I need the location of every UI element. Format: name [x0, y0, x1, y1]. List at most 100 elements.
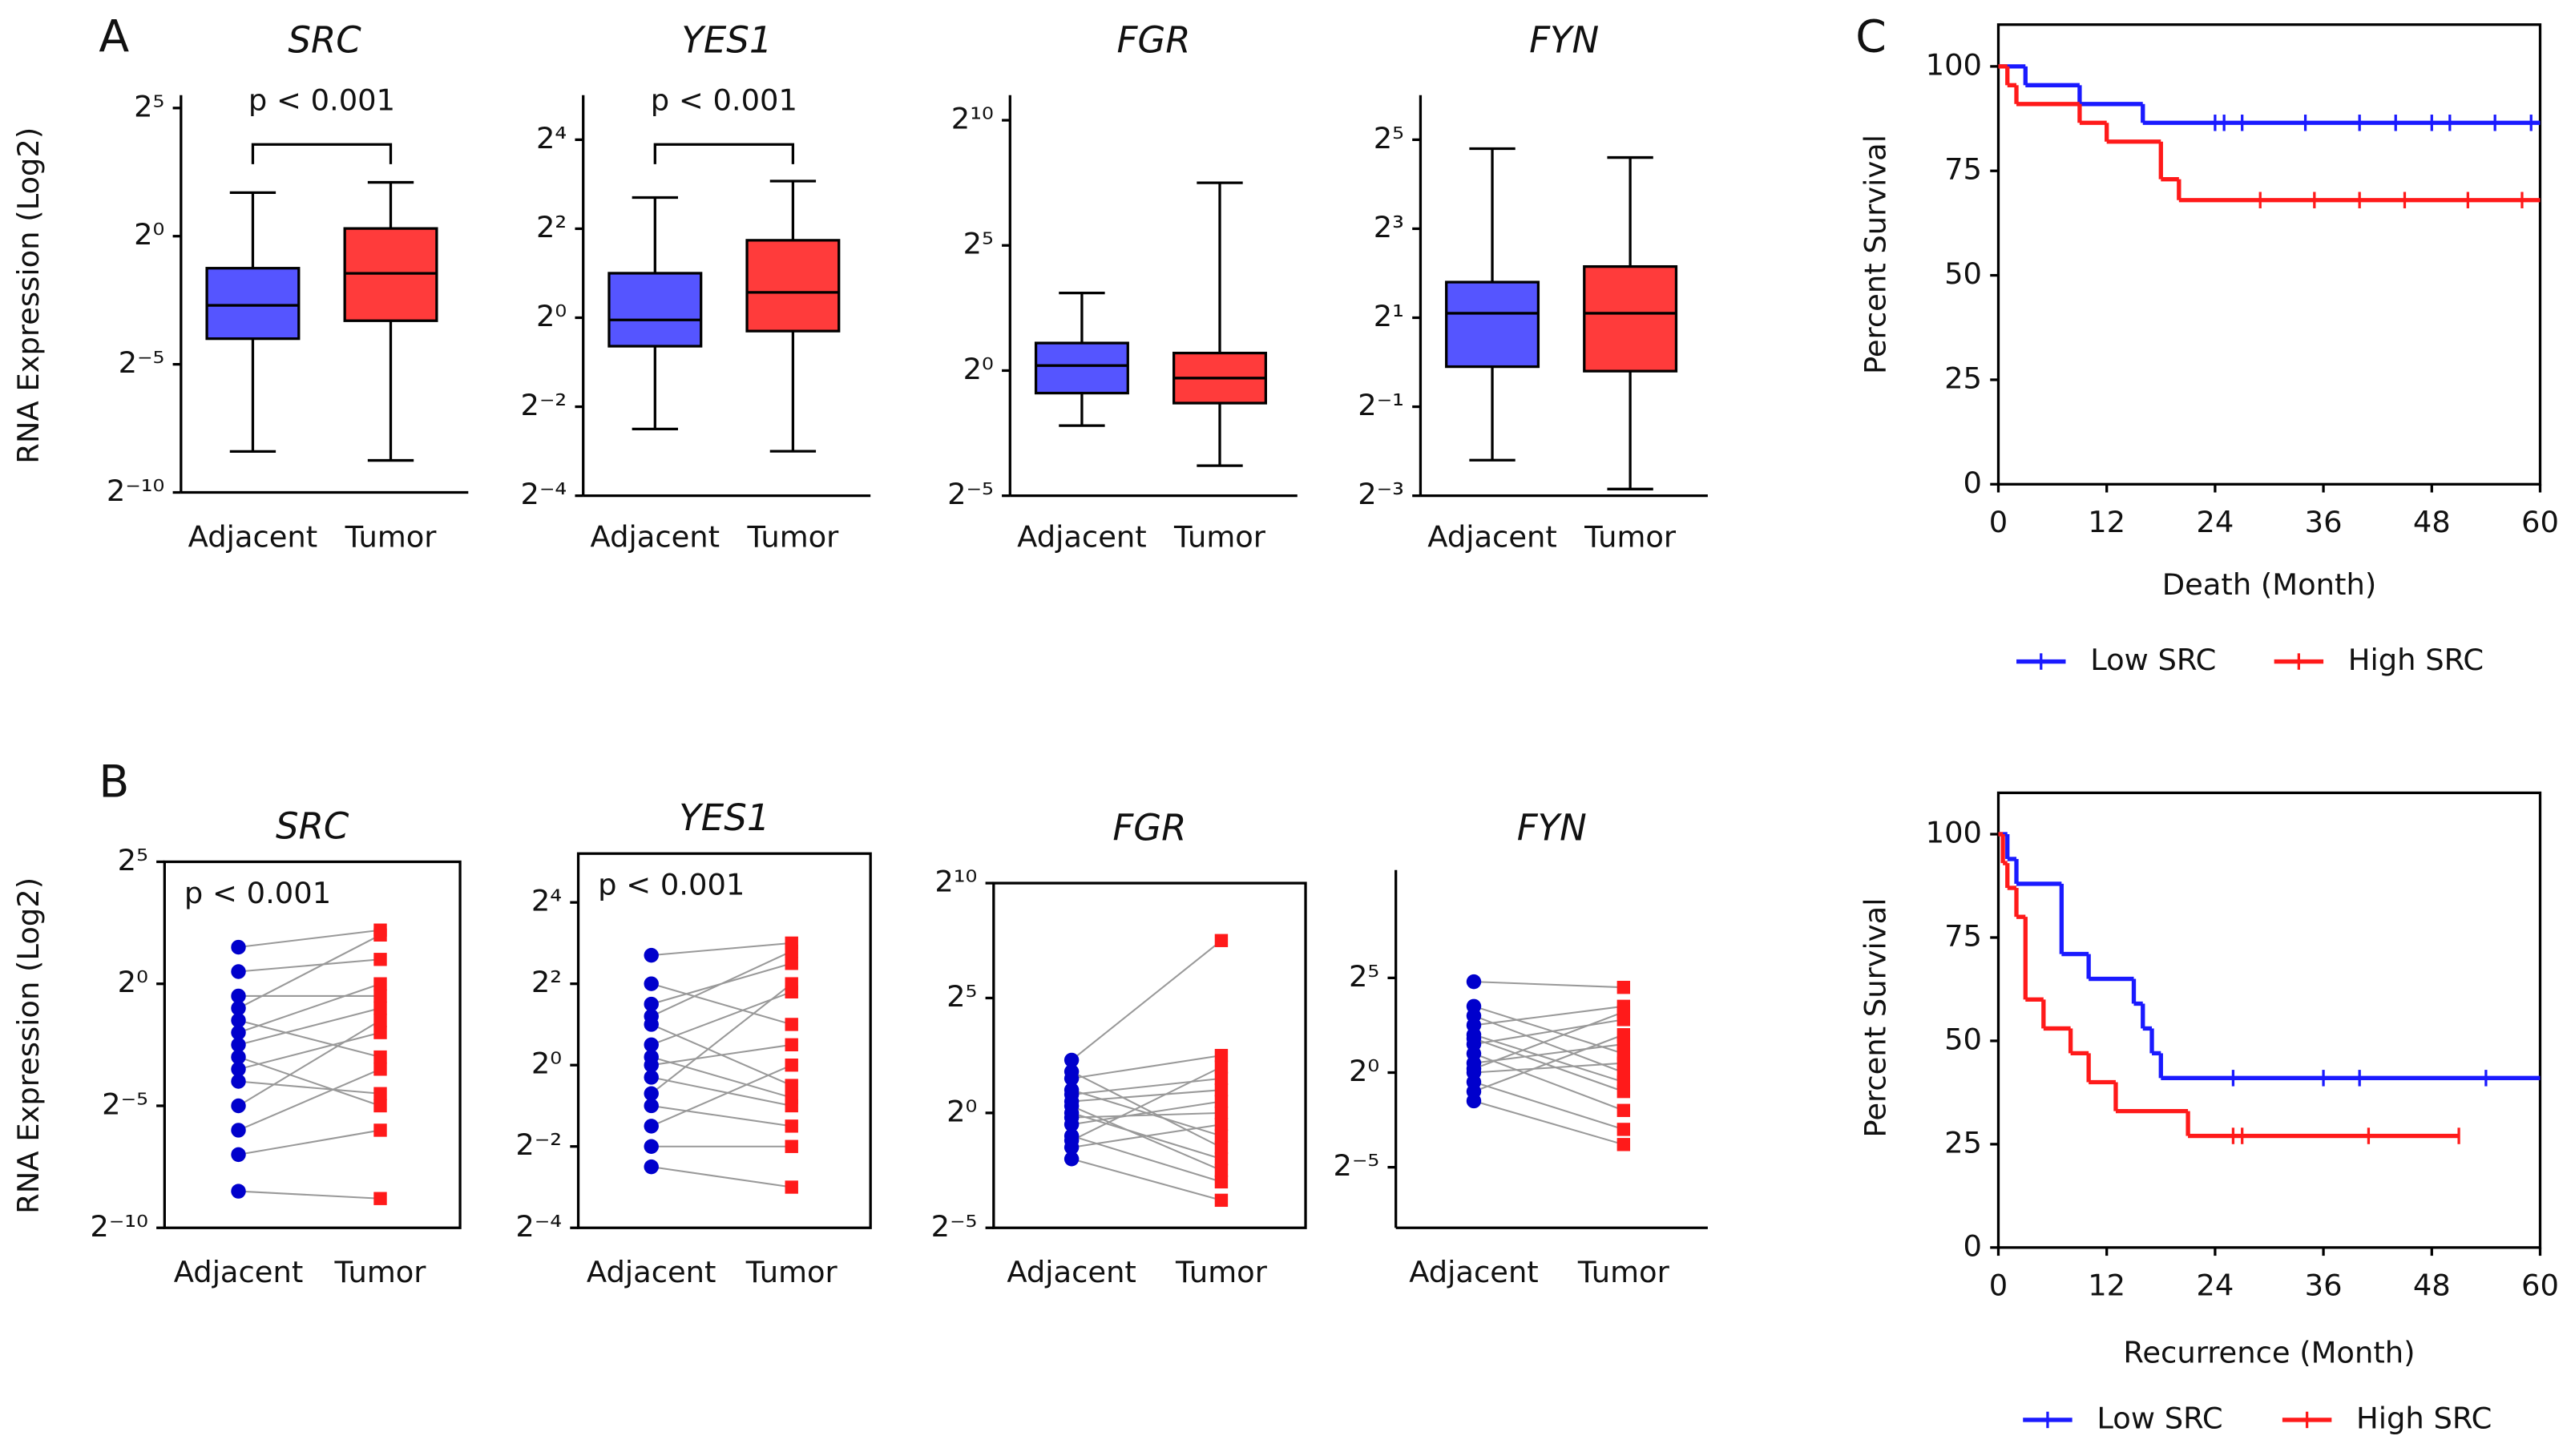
- x-tick-label: 48: [2413, 1268, 2451, 1303]
- adjacent-point: [1063, 1133, 1080, 1148]
- tumor-point: [373, 989, 387, 1003]
- x-tick-label: 12: [2088, 1268, 2125, 1303]
- pair-line: [1473, 1038, 1625, 1093]
- y-tick-label: 2⁻⁵: [931, 1209, 978, 1244]
- tumor-point: [1616, 1028, 1631, 1042]
- pair-line: [238, 958, 381, 973]
- pair-line: [1071, 1105, 1222, 1172]
- y-tick-label: 2⁻¹: [1358, 388, 1404, 422]
- pair-line: [1473, 1018, 1624, 1046]
- pair-line: [1071, 1158, 1222, 1201]
- x-tick-label: 0: [1989, 1268, 2008, 1303]
- pair-line: [1473, 1005, 1625, 1055]
- y-tick-label: 2⁻²: [515, 1127, 562, 1162]
- adjacent-point: [231, 1000, 246, 1016]
- pair-line: [1071, 1066, 1222, 1142]
- tumor-point: [373, 1050, 387, 1064]
- pair-line: [1473, 1034, 1625, 1093]
- tumor-point: [373, 1087, 387, 1100]
- y-tick-label: 2⁻⁵: [947, 477, 994, 511]
- pair-line: [651, 1043, 792, 1067]
- pair-line: [1072, 1077, 1222, 1095]
- tumor-point: [1214, 1140, 1229, 1155]
- adjacent-point: [644, 1037, 659, 1053]
- box: [1583, 264, 1678, 373]
- y-tick-label: 2⁻³: [1358, 477, 1404, 511]
- x-tick-label: Tumor: [746, 519, 839, 554]
- tumor-point: [1616, 1084, 1631, 1099]
- y-tick-label: 75: [1944, 152, 1982, 187]
- plot-frame: [1996, 23, 2542, 486]
- y-tick-label: 2⁻¹⁰: [90, 1209, 147, 1244]
- tumor-point: [785, 1038, 798, 1052]
- y-tick-label: 50: [1944, 1022, 1982, 1056]
- pair-line: [1071, 1123, 1222, 1148]
- tumor-point: [1214, 1060, 1229, 1074]
- panel-label: B: [99, 756, 129, 808]
- adjacent-point: [644, 947, 659, 963]
- y-tick-label: 2⁻⁴: [521, 477, 567, 511]
- pair-line: [1473, 1014, 1625, 1074]
- tumor-point: [373, 953, 387, 966]
- adjacent-point: [1466, 974, 1482, 990]
- adjacent-point: [644, 976, 659, 991]
- tumor-point: [1214, 1193, 1229, 1208]
- pair-line: [651, 1064, 793, 1127]
- x-tick-label: Tumor: [1173, 519, 1266, 554]
- chart-title: FYN: [1517, 807, 1587, 849]
- tumor-point: [1214, 1152, 1229, 1166]
- pair-line: [238, 1031, 381, 1071]
- pair-line: [238, 982, 381, 1034]
- x-axis-label: Death (Month): [2162, 567, 2376, 602]
- p-value: p < 0.001: [598, 868, 745, 902]
- y-tick-label: 2⁵: [946, 979, 977, 1014]
- pair-line: [1071, 1055, 1222, 1079]
- y-tick-label: 0: [1964, 466, 1982, 500]
- tumor-point: [373, 1123, 387, 1137]
- adjacent-point: [231, 1049, 246, 1065]
- y-tick-label: 2⁵: [1374, 121, 1404, 155]
- tumor-point: [1214, 934, 1229, 947]
- pair-line: [238, 1019, 381, 1059]
- y-tick-label: 100: [1926, 815, 1982, 849]
- y-tick-label: 2⁰: [134, 217, 164, 252]
- chart-title: FGR: [1112, 807, 1186, 849]
- adjacent-point: [231, 939, 246, 955]
- pair-line: [651, 1056, 793, 1099]
- pair-line: [238, 934, 381, 1010]
- adjacent-point: [644, 996, 659, 1012]
- tumor-point: [373, 1192, 387, 1205]
- adjacent-point: [231, 1147, 246, 1163]
- tumor-point: [785, 944, 798, 958]
- pair-line: [1473, 1034, 1625, 1083]
- box: [607, 272, 703, 348]
- adjacent-point: [231, 1037, 246, 1053]
- legend-label: High SRC: [2356, 1401, 2492, 1435]
- tumor-point: [785, 1018, 798, 1031]
- adjacent-point: [1063, 1087, 1080, 1103]
- legend-label: High SRC: [2348, 643, 2484, 677]
- p-value: p < 0.001: [184, 876, 331, 910]
- adjacent-point: [1063, 1151, 1080, 1167]
- x-tick-label: Adjacent: [174, 1255, 304, 1289]
- tumor-point: [1214, 1083, 1229, 1097]
- tumor-point: [373, 1014, 387, 1027]
- tumor-point: [785, 1119, 798, 1133]
- x-tick-label: Adjacent: [1007, 1255, 1136, 1289]
- x-tick-label: Adjacent: [188, 519, 318, 554]
- adjacent-point: [231, 1098, 246, 1114]
- adjacent-point: [644, 1119, 659, 1134]
- chart-title: SRC: [288, 18, 361, 61]
- x-tick-label: Adjacent: [591, 519, 720, 554]
- y-tick-label: 75: [1944, 918, 1982, 953]
- tumor-point: [785, 1139, 798, 1153]
- tumor-point: [1214, 1106, 1229, 1120]
- y-axis-label: RNA Expression (Log2): [11, 877, 46, 1214]
- adjacent-point: [1466, 1061, 1482, 1077]
- x-tick-label: 60: [2521, 505, 2559, 539]
- y-tick-label: 2⁻⁵: [102, 1087, 148, 1121]
- tumor-point: [1214, 1071, 1229, 1086]
- tumor-point: [1616, 1138, 1631, 1151]
- x-tick-label: Adjacent: [1427, 519, 1557, 554]
